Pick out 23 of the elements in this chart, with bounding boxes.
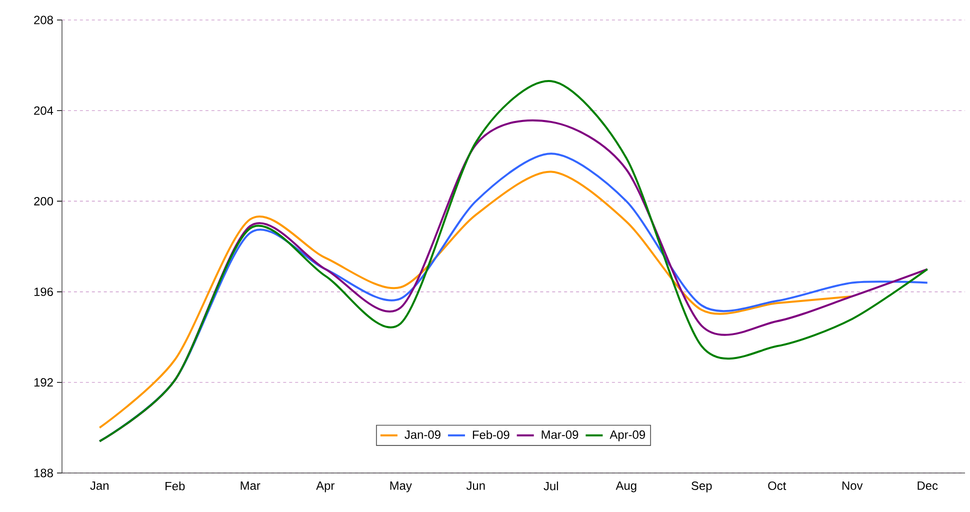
x-tick-label: Mar bbox=[240, 482, 260, 490]
legend-label: Jan-09 bbox=[404, 430, 440, 439]
y-tick-label: 208 bbox=[34, 16, 53, 24]
y-tick-label: 192 bbox=[34, 378, 53, 387]
x-tick-label: Aug bbox=[616, 482, 636, 492]
x-tick-label: Feb bbox=[166, 482, 185, 490]
legend-label: Feb-09 bbox=[472, 430, 510, 440]
x-tick-label: Sep bbox=[692, 482, 712, 492]
line-series bbox=[98, 170, 854, 429]
x-tick-label: Jan bbox=[90, 482, 108, 490]
y-tick-label: 188 bbox=[34, 468, 53, 478]
legend-label: Mar-09 bbox=[542, 430, 578, 439]
x-tick-label: Jun bbox=[466, 482, 485, 490]
x-tick-label: Apr bbox=[316, 482, 334, 492]
legend-label: Apr-09 bbox=[610, 430, 645, 442]
y-tick-label: 204 bbox=[34, 106, 54, 115]
x-tick-label: May bbox=[390, 482, 412, 492]
y-tick-label: 200 bbox=[34, 196, 54, 206]
x-tick-label: Dec bbox=[918, 482, 938, 490]
x-tick-label: Nov bbox=[842, 482, 863, 490]
x-tick-label: Jul bbox=[544, 482, 558, 490]
y-tick-label: 196 bbox=[34, 288, 53, 296]
x-tick-label: Oct bbox=[768, 482, 786, 490]
